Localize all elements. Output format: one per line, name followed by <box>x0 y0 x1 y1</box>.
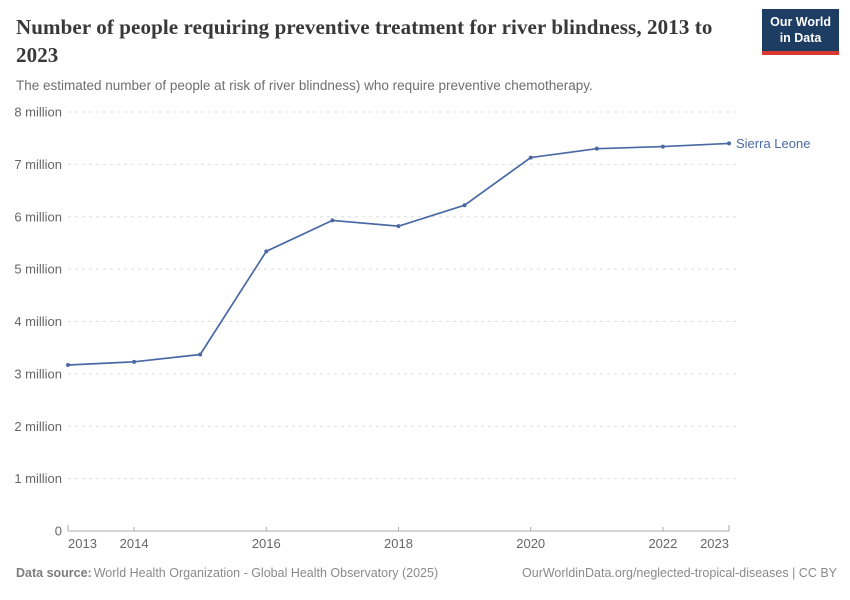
y-axis-tick-label: 6 million <box>14 209 62 224</box>
data-point[interactable] <box>462 203 467 208</box>
chart-svg: 0 1 million 2 million 3 million 4 million 5 m… <box>14 105 810 552</box>
data-point[interactable] <box>330 218 335 223</box>
y-axis-tick-label: 5 million <box>14 262 62 277</box>
data-point[interactable] <box>528 155 533 160</box>
data-point[interactable] <box>660 144 665 149</box>
x-axis-tick-label: 2020 <box>516 536 545 551</box>
data-source: Data source: World Health Organization - … <box>16 566 438 580</box>
y-axis-tick-label: 0 <box>55 524 62 539</box>
y-axis-tick-label: 1 million <box>14 471 62 486</box>
series-entity-label[interactable]: Sierra Leone <box>736 136 810 151</box>
x-axis-tick-label: 2022 <box>648 536 677 551</box>
data-point[interactable] <box>594 146 599 151</box>
chart-header: Number of people requiring preventive tr… <box>0 0 850 94</box>
owid-logo-line2: in Data <box>779 31 822 46</box>
data-point[interactable] <box>132 359 137 364</box>
footer-links: OurWorldinData.org/neglected-tropical-di… <box>522 566 837 580</box>
data-point[interactable] <box>264 249 269 254</box>
data-point[interactable] <box>727 141 731 146</box>
x-axis-tick-label: 2018 <box>384 536 413 551</box>
series-line[interactable] <box>67 142 730 366</box>
page-title: Number of people requiring preventive tr… <box>16 15 713 67</box>
owid-url-link[interactable]: OurWorldinData.org/neglected-tropical-di… <box>522 566 789 580</box>
data-source-label: Data source: <box>16 566 92 580</box>
data-source-text: World Health Organization - Global Healt… <box>93 566 439 580</box>
chart-subtitle: The estimated number of people at risk o… <box>16 77 593 93</box>
y-axis-tick-label: 2 million <box>14 419 62 434</box>
y-axis-tick-label: 8 million <box>14 105 62 120</box>
chart-footer: Data source: World Health Organization - … <box>16 566 837 580</box>
data-point[interactable] <box>198 352 203 357</box>
data-point[interactable] <box>396 224 401 229</box>
x-axis-tick-label: 2013 <box>68 536 97 551</box>
y-axis-tick-label: 4 million <box>14 314 62 329</box>
x-axis-tick-label: 2023 <box>700 536 729 551</box>
owid-logo-line1: Our World <box>770 15 831 29</box>
license-text: | CC BY <box>788 566 837 580</box>
x-axis-tick-label: 2016 <box>252 536 281 551</box>
data-point[interactable] <box>66 362 70 367</box>
y-axis-tick-label: 7 million <box>14 157 62 172</box>
x-axis-tick-label: 2014 <box>120 536 149 551</box>
y-axis-tick-label: 3 million <box>14 366 62 381</box>
owid-logo[interactable]: Our World in Data <box>762 9 839 55</box>
